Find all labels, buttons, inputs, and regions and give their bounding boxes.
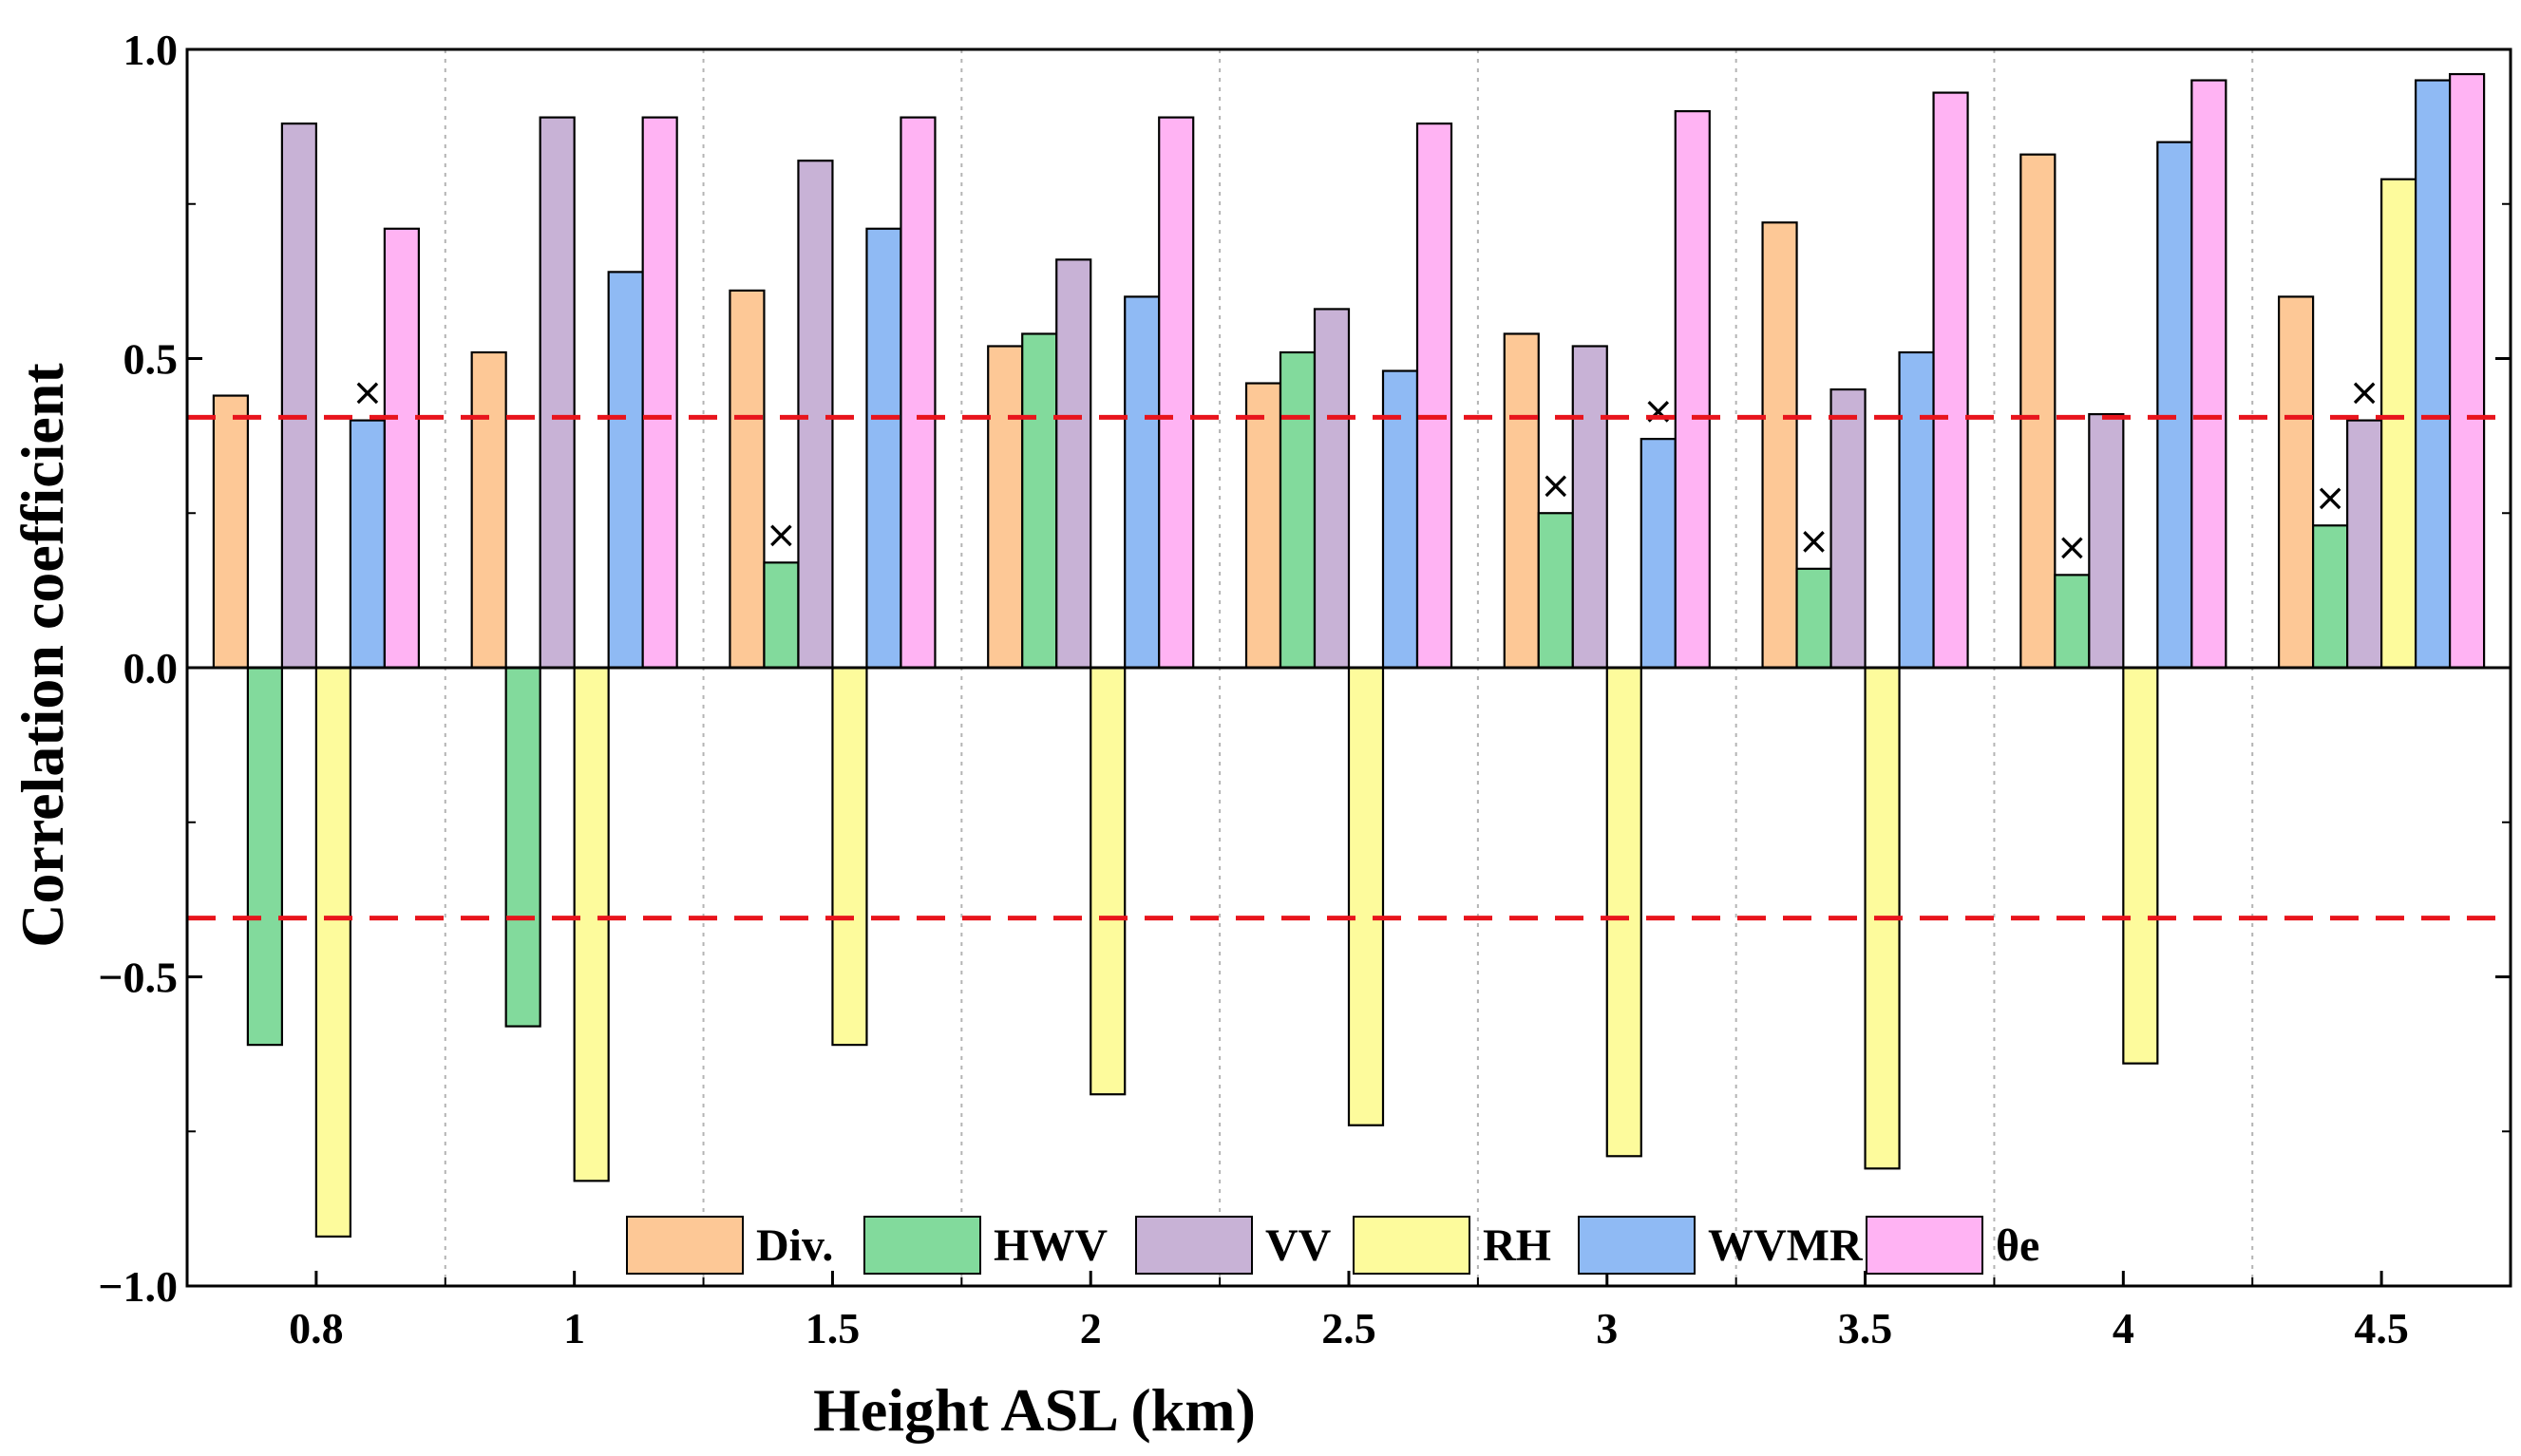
- bar-rh-1: [573, 666, 610, 1182]
- axes-layer: −1.0 −0.5 0.0 0.5 1.0 0.8 1 1.5 2 2.5 3 3.5 4 4.5: [98, 26, 2512, 1352]
- x-tick-label: 0.8: [289, 1304, 344, 1352]
- bar-rh-3: [1605, 666, 1642, 1158]
- x-tick-label: 1: [563, 1304, 585, 1352]
- bar-vv-4: [2088, 412, 2125, 670]
- y-axis-title: Correlation coefficient: [9, 363, 76, 948]
- marker-x-0.8: ×: [351, 371, 384, 415]
- bar-θe-2: [1158, 116, 1195, 670]
- bar-hwv-4.5: [2312, 524, 2349, 670]
- bar-wvmr-1.5: [865, 227, 902, 670]
- marker-x-4: ×: [2057, 525, 2089, 569]
- bar-vv-2.5: [1313, 308, 1351, 670]
- y-tick-label: 0.5: [123, 335, 179, 384]
- bar-θe-0.8: [383, 227, 420, 670]
- legend-label-2: VV: [1265, 1220, 1332, 1271]
- bar-θe-4: [2190, 79, 2227, 670]
- x-tick-label: 2: [1080, 1304, 1102, 1352]
- legend-swatch-1: [863, 1216, 981, 1275]
- legend-layer: Div. HWV VV RH WVMR θe: [626, 1216, 2039, 1275]
- x-tick-label: 3.5: [1838, 1304, 1893, 1352]
- bar-θe-2.5: [1415, 123, 1453, 670]
- y-tick-label: −0.5: [98, 954, 178, 1002]
- bar-wvmr-3: [1640, 438, 1677, 670]
- x-axis-title: Height ASL (km): [813, 1376, 1256, 1444]
- bar-wvmr-4: [2156, 141, 2193, 670]
- legend-label-5: θe: [1996, 1220, 2039, 1271]
- marks-layer: × × × × × × × ×: [351, 371, 2380, 570]
- bar-vv-0.8: [280, 123, 317, 670]
- bar-hwv-1.5: [763, 561, 800, 670]
- bar-div-3.5: [1761, 221, 1798, 670]
- bar-hwv-2: [1021, 332, 1058, 670]
- x-tick-label: 4: [2113, 1304, 2134, 1352]
- bar-hwv-1: [504, 666, 541, 1028]
- legend-label-3: RH: [1483, 1220, 1551, 1271]
- bar-hwv-2.5: [1279, 350, 1317, 670]
- bar-wvmr-0.8: [349, 419, 386, 670]
- bar-rh-1.5: [831, 666, 868, 1047]
- bar-hwv-3.5: [1795, 567, 1832, 670]
- bar-hwv-4: [2054, 574, 2091, 670]
- bar-div-2: [987, 345, 1024, 670]
- x-tick-label: 4.5: [2354, 1304, 2409, 1352]
- legend-swatch-4: [1578, 1216, 1696, 1275]
- bar-wvmr-4.5: [2415, 79, 2452, 670]
- bar-div-1.5: [729, 289, 766, 670]
- legend-swatch-2: [1135, 1216, 1253, 1275]
- bar-div-2.5: [1244, 382, 1282, 670]
- bar-vv-1.5: [797, 160, 834, 670]
- legend-label-0: Div.: [756, 1220, 833, 1271]
- legend-swatch-0: [626, 1216, 744, 1275]
- bar-vv-3: [1571, 345, 1608, 670]
- lines-layer: [187, 414, 2511, 921]
- marker-x-3.5: ×: [1798, 520, 1830, 563]
- bar-θe-4.5: [2449, 72, 2486, 670]
- bar-div-0.8: [212, 394, 249, 670]
- legend-label-1: HWV: [994, 1220, 1108, 1271]
- marker-x-1.5: ×: [766, 513, 798, 557]
- bars-layer: [212, 72, 2486, 1239]
- bar-div-3: [1503, 332, 1540, 670]
- bar-wvmr-1: [607, 271, 644, 670]
- bar-div-4: [2019, 153, 2057, 670]
- bar-wvmr-2: [1124, 295, 1161, 670]
- legend-swatch-5: [1866, 1216, 1983, 1275]
- bar-vv-3.5: [1829, 388, 1867, 670]
- marker-x-3: ×: [1642, 389, 1675, 433]
- y-tick-label: 0.0: [123, 644, 179, 692]
- bar-θe-1: [641, 116, 678, 670]
- bar-rh-4.5: [2380, 178, 2417, 670]
- bar-vv-2: [1055, 258, 1092, 670]
- legend-label-4: WVMR: [1708, 1220, 1864, 1271]
- legend-swatch-3: [1353, 1216, 1470, 1275]
- marker-x-4.5: ×: [2348, 371, 2380, 415]
- x-tick-label: 1.5: [806, 1304, 861, 1352]
- bar-vv-1: [539, 116, 576, 670]
- bar-hwv-3: [1537, 512, 1574, 670]
- bar-θe-1.5: [900, 116, 937, 670]
- bar-vv-4.5: [2346, 419, 2383, 670]
- bar-rh-2.5: [1347, 666, 1385, 1126]
- bar-div-1: [470, 350, 507, 670]
- y-tick-label: 1.0: [123, 26, 179, 74]
- x-tick-label: 2.5: [1321, 1304, 1376, 1352]
- bar-θe-3: [1674, 109, 1711, 670]
- x-tick-label: 3: [1596, 1304, 1618, 1352]
- bar-rh-0.8: [314, 666, 351, 1239]
- marker-x-4.5: ×: [2314, 476, 2346, 520]
- bar-div-4.5: [2278, 295, 2315, 670]
- bar-hwv-0.8: [246, 666, 283, 1047]
- marker-x-3: ×: [1540, 463, 1572, 507]
- y-tick-label: −1.0: [98, 1262, 178, 1311]
- bar-rh-4: [2122, 666, 2159, 1065]
- bar-wvmr-3.5: [1898, 350, 1935, 670]
- bar-rh-2: [1090, 666, 1127, 1096]
- bar-θe-3.5: [1932, 91, 1969, 670]
